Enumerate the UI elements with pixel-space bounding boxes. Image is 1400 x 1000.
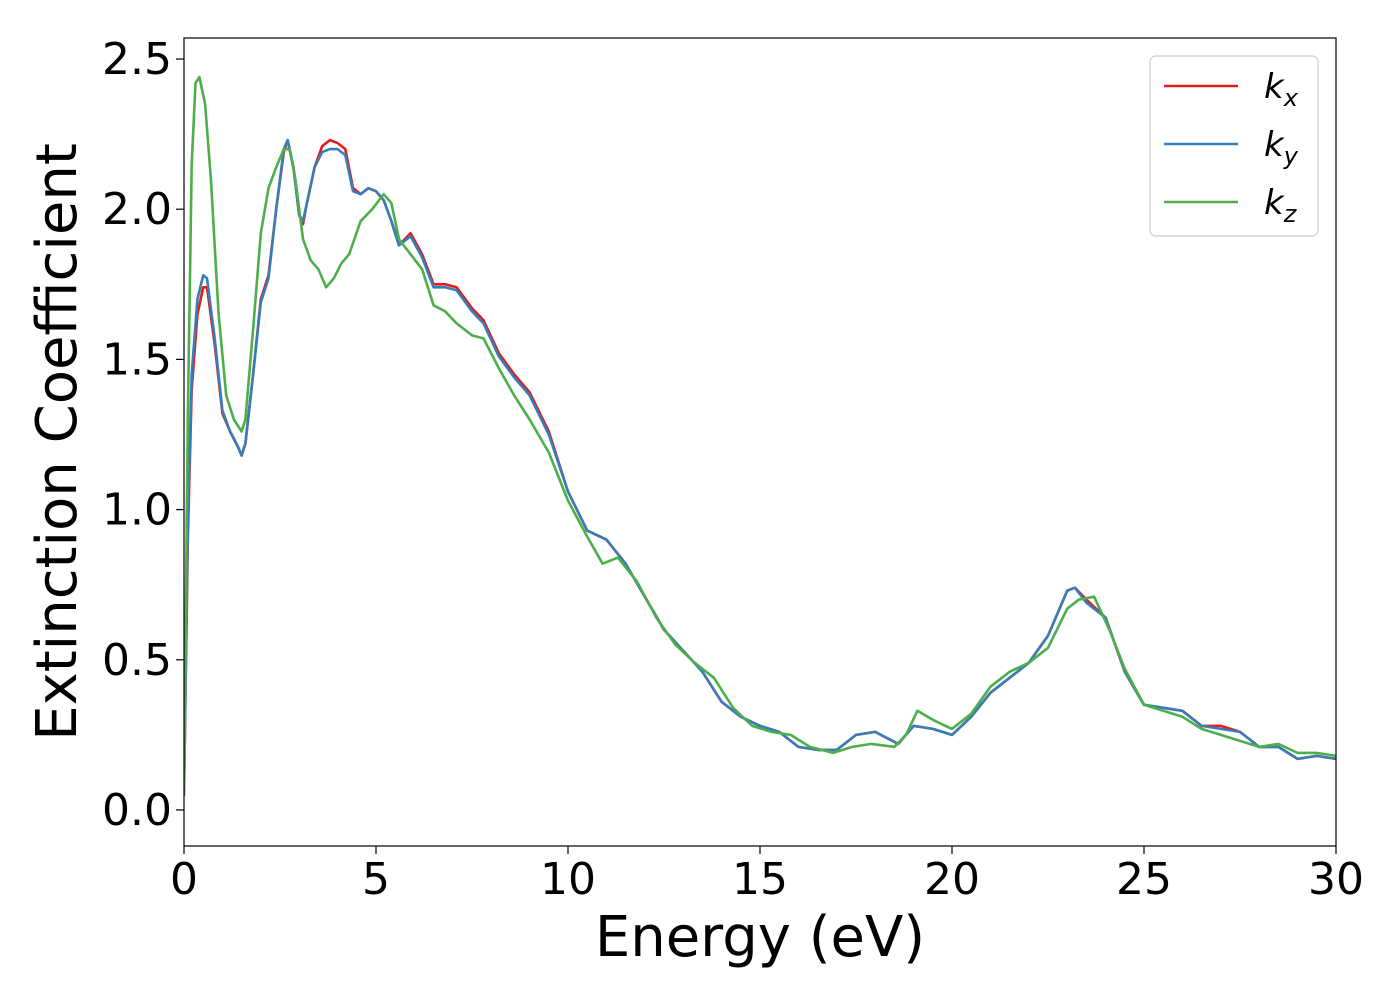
y-axis: 0.0 0.5 1.0 1.5 2.0 2.5	[102, 34, 184, 836]
x-tick-label: 5	[362, 854, 390, 905]
x-tick-label: 10	[540, 854, 596, 905]
x-tick-label: 0	[170, 854, 198, 905]
legend-box	[1149, 55, 1319, 237]
y-tick-label: 2.5	[102, 34, 172, 85]
x-axis-title: Energy (eV)	[595, 905, 925, 970]
y-tick-label: 0.0	[102, 785, 172, 836]
series-line-k-x	[184, 138, 1336, 797]
x-axis: 0 5 10 15 20 25 30	[170, 846, 1364, 905]
y-tick-label: 1.0	[102, 485, 172, 536]
y-tick-label: 2.0	[102, 184, 172, 235]
y-tick-label: 1.5	[102, 334, 172, 385]
legend: kx ky kz	[1149, 55, 1319, 237]
series-line-k-y	[184, 138, 1336, 797]
x-tick-label: 20	[924, 854, 980, 905]
series-layer	[184, 75, 1336, 797]
series-line-k-z	[184, 75, 1336, 797]
legend-label: ky	[1264, 125, 1299, 170]
legend-label: kx	[1264, 67, 1299, 112]
x-tick-label: 25	[1116, 854, 1172, 905]
x-tick-label: 30	[1308, 854, 1364, 905]
y-tick-label: 0.5	[102, 635, 172, 686]
y-axis-title: Extinction Coefficient	[25, 143, 90, 741]
legend-label: kz	[1264, 183, 1298, 228]
x-tick-label: 15	[732, 854, 788, 905]
